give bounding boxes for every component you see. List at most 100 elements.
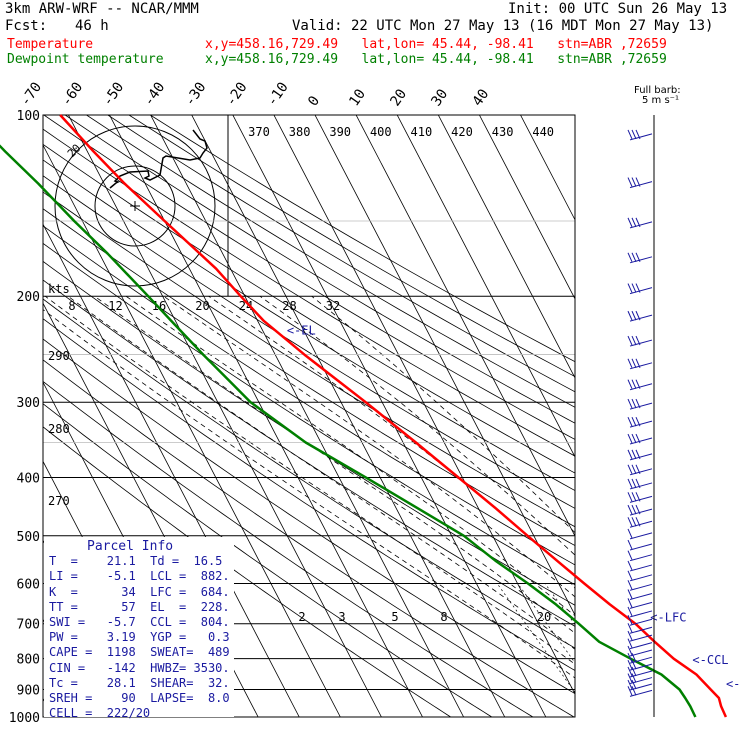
wind-barbs xyxy=(627,115,655,717)
legend-dewpoint-info: x,y=458.16,729.49 lat,lon= 45.44, -98.41… xyxy=(205,52,667,67)
mixing-ratio-label: 8 xyxy=(440,610,447,624)
wind-barb xyxy=(627,433,653,445)
parcel-info-row: Tc = 28.1 SHEAR= 32. xyxy=(49,675,230,690)
wind-barb xyxy=(627,217,653,229)
forecast-hours: 46 h xyxy=(75,18,109,34)
hodograph-ring-label: 20 xyxy=(65,142,84,161)
wind-barb xyxy=(627,645,653,657)
wind-barb xyxy=(627,623,653,634)
wind-barb xyxy=(627,504,653,516)
wind-legend-line2: 5 m s⁻¹ xyxy=(642,95,679,106)
temperature-tick-label: -80 xyxy=(0,79,4,109)
temperature-tick-label: -70 xyxy=(17,79,45,109)
legend-temperature-label: Temperature xyxy=(7,37,94,52)
pressure-label: 900 xyxy=(17,683,40,698)
parcel-info-row: LI = -5.1 LCL = 882. xyxy=(49,569,230,584)
temperature-tick-label: 0 xyxy=(305,93,323,109)
parcel-info-panel: Parcel Info T = 21.1 Td = 16.5 LI = -5.1 … xyxy=(44,537,234,720)
wind-barb xyxy=(627,615,653,626)
annotation-lfc: <-LFC xyxy=(650,611,686,625)
annotation-ccl: <-CCL xyxy=(692,653,728,667)
legend-dewpoint-label: Dewpoint temperature xyxy=(7,52,164,67)
temperature-tick-label: -30 xyxy=(182,79,210,109)
wind-barb xyxy=(627,492,653,503)
hodograph-ring-inner xyxy=(94,165,176,247)
pressure-label: 1000 xyxy=(9,711,40,726)
theta-e-label: 410 xyxy=(411,125,433,139)
pressure-label: 700 xyxy=(17,618,40,633)
wind-barb xyxy=(627,638,653,650)
speed-tick-label: 32 xyxy=(326,299,340,313)
temperature-tick-label: -20 xyxy=(223,79,251,109)
theta-label: 290 xyxy=(48,349,70,363)
mixing-ratio-label: 5 xyxy=(391,610,398,624)
theta-label: 280 xyxy=(48,422,70,436)
speed-tick-label: 20 xyxy=(195,299,209,313)
annotation-el: <-EL xyxy=(287,323,316,337)
parcel-info-row: CELL = 222/20 xyxy=(49,706,151,721)
theta-e-label: 380 xyxy=(289,125,311,139)
wind-barb xyxy=(627,379,653,391)
wind-barb xyxy=(627,539,653,551)
wind-barb xyxy=(627,666,653,678)
parcel-info-row: CAPE = 1198 SWEAT= 489 xyxy=(49,645,230,660)
temperature-tick-label: 20 xyxy=(387,86,410,109)
init-time: Init: 00 UTC Sun 26 May 13 xyxy=(508,1,728,17)
hodograph-ring-outer xyxy=(54,125,216,287)
temperature-tick-label: -40 xyxy=(141,79,169,109)
wind-barb xyxy=(627,598,653,609)
speed-tick-label: 24 xyxy=(239,299,253,313)
pressure-label: 800 xyxy=(17,653,40,668)
mixing-ratio-label: 3 xyxy=(338,610,345,624)
wind-barb xyxy=(627,606,653,618)
wind-barb xyxy=(627,449,653,461)
mixing-ratio-label: 2 xyxy=(298,610,305,624)
plot-frame xyxy=(42,114,576,718)
temperature-tick-label: -50 xyxy=(100,79,128,109)
parcel-info-row: K = 34 LFC = 684. xyxy=(49,584,230,599)
temperature-tick-label: -60 xyxy=(59,79,87,109)
pressure-label: 300 xyxy=(17,396,40,411)
annotation-lcl: <-LCL xyxy=(726,677,740,691)
mixing-ratio-label: 20 xyxy=(537,610,551,624)
temperature-tick-label: -10 xyxy=(264,79,292,109)
speed-tick-label: 12 xyxy=(108,299,122,313)
wind-barb xyxy=(627,335,653,347)
pressure-label: 500 xyxy=(17,530,40,545)
parcel-info-title: Parcel Info xyxy=(87,539,174,554)
wind-barb xyxy=(627,252,653,264)
temperature-tick-label: 40 xyxy=(470,86,493,109)
wind-barb xyxy=(627,528,653,540)
pressure-label: 600 xyxy=(17,577,40,592)
hodograph-units: kts xyxy=(48,282,70,296)
wind-barb xyxy=(627,283,653,295)
wind-barb xyxy=(627,686,653,697)
parcel-info-row: SWI = -5.7 CCL = 804. xyxy=(49,615,230,630)
hodograph-trace xyxy=(109,129,208,189)
wind-barb xyxy=(627,570,653,582)
wind-barb xyxy=(627,129,653,141)
parcel-info-row: T = 21.1 Td = 16.5 xyxy=(49,554,223,569)
pressure-label: 100 xyxy=(17,109,40,124)
wind-barb xyxy=(627,310,653,322)
wind-barb xyxy=(627,398,653,410)
speed-tick-label: 8 xyxy=(68,299,75,313)
parcel-info-row: TT = 57 EL = 228. xyxy=(49,599,230,614)
legend-temperature-info: x,y=458.16,729.49 lat,lon= 45.44, -98.41… xyxy=(205,37,667,52)
parcel-info-row: SREH = 90 LAPSE= 8.0 xyxy=(49,691,230,706)
pressure-label: 400 xyxy=(17,471,40,486)
wind-barb xyxy=(627,478,653,490)
theta-e-label: 390 xyxy=(329,125,351,139)
wind-barb xyxy=(627,550,653,562)
temperature-profile xyxy=(59,114,728,718)
theta-e-label: 400 xyxy=(370,125,392,139)
valid-time: Valid: 22 UTC Mon 27 May 13 (16 MDT Mon … xyxy=(292,18,714,34)
hodograph: 20 kts xyxy=(43,114,229,296)
dewpoint-profile xyxy=(0,144,697,718)
model-title: 3km ARW-WRF -- NCAR/MMM xyxy=(5,1,199,17)
parcel-info-row: PW = 3.19 YGP = 0.3 xyxy=(49,630,230,645)
wind-legend: Full barb: 5 m s⁻¹ xyxy=(634,86,681,106)
theta-e-label: 430 xyxy=(492,125,514,139)
wind-legend-line1: Full barb: xyxy=(634,85,681,96)
